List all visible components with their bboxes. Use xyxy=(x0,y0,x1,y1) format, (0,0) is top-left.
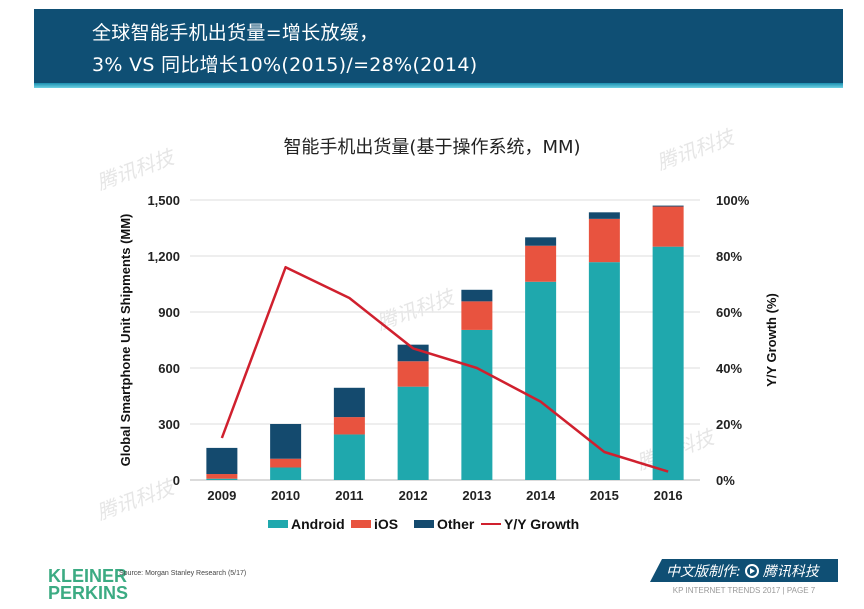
header-banner xyxy=(34,9,843,83)
bar-android-2009 xyxy=(206,478,238,480)
growth-line xyxy=(220,265,669,473)
bar-other-2013 xyxy=(461,289,493,302)
x-tick-label: 2011 xyxy=(335,488,363,503)
bar-other-2012 xyxy=(397,344,429,362)
x-tick-label: 2010 xyxy=(271,488,300,503)
watermark-text: 腾讯科技 xyxy=(654,124,739,175)
watermark-text: 腾讯科技 xyxy=(94,144,179,195)
bar-android-2015 xyxy=(588,262,620,480)
y-tick-label: 1,500 xyxy=(147,193,180,208)
footer-page-info: KP INTERNET TRENDS 2017 | PAGE 7 xyxy=(672,586,816,595)
x-tick-label: 2012 xyxy=(399,488,428,503)
y2-axis-title: Y/Y Growth (%) xyxy=(764,293,779,387)
y-tick-label: 600 xyxy=(158,361,180,376)
bar-android-2012 xyxy=(397,386,429,480)
logo-line-2: PERKINS xyxy=(48,583,129,603)
x-tick-label: 2009 xyxy=(207,488,236,503)
bar-other-2015 xyxy=(588,212,620,219)
y2-tick-label: 100% xyxy=(716,193,750,208)
x-axis: 2009 2010 2011 2012 2013 2014 2015 2016 xyxy=(207,488,682,503)
watermark-text: 腾讯科技 xyxy=(94,474,179,525)
bar-other-2010 xyxy=(270,424,302,459)
y2-tick-label: 0% xyxy=(716,473,735,488)
y2-tick-label: 20% xyxy=(716,417,742,432)
bar-ios-2015 xyxy=(588,218,620,263)
y-tick-label: 300 xyxy=(158,417,180,432)
y2-tick-label: 40% xyxy=(716,361,742,376)
y-axis-left: 0 300 600 900 1,200 1,500 xyxy=(147,193,180,488)
bar-other-2011 xyxy=(333,387,365,418)
credit-brand: 腾讯科技 xyxy=(762,563,819,580)
bar-other-2009 xyxy=(206,447,238,475)
legend-swatch-ios xyxy=(351,520,371,528)
bar-ios-2013 xyxy=(461,301,493,330)
header-stripe xyxy=(34,83,843,88)
y-tick-label: 1,200 xyxy=(147,249,180,264)
y-tick-label: 900 xyxy=(158,305,180,320)
y2-tick-label: 80% xyxy=(716,249,742,264)
bar-android-2013 xyxy=(461,329,493,480)
y-axis-title: Global Smartphone Unit Shipments (MM) xyxy=(118,214,133,467)
y-tick-label: 0 xyxy=(173,473,180,488)
bar-ios-2014 xyxy=(525,245,557,282)
chart-title: 智能手机出货量(基于操作系统，MM) xyxy=(283,137,581,158)
bars xyxy=(206,205,684,480)
headline-line-2: 3% VS 同比增长10%(2015)/=28%(2014) xyxy=(92,54,478,76)
x-tick-label: 2013 xyxy=(462,488,491,503)
legend-label: Android xyxy=(291,516,345,532)
x-tick-label: 2014 xyxy=(526,488,556,503)
credit-banner: 中文版制作: 腾讯科技 xyxy=(650,559,838,582)
headline-line-1: 全球智能手机出货量=增长放缓， xyxy=(92,22,379,44)
kleiner-perkins-logo: KLEINER PERKINS xyxy=(48,566,129,603)
tencent-logo-icon xyxy=(744,563,759,578)
bar-other-2016 xyxy=(652,205,684,207)
x-tick-label: 2016 xyxy=(654,488,683,503)
bar-other-2014 xyxy=(525,237,557,246)
growth-line-path xyxy=(220,265,669,473)
bar-android-2011 xyxy=(333,434,365,480)
bar-ios-2016 xyxy=(652,206,684,247)
legend-label: Y/Y Growth xyxy=(504,516,579,532)
logo-line-1: KLEINER xyxy=(48,566,128,586)
y-axis-right: 0% 20% 40% 60% 80% 100% xyxy=(716,193,750,488)
x-tick-label: 2015 xyxy=(590,488,619,503)
y2-tick-label: 60% xyxy=(716,305,742,320)
legend-label: iOS xyxy=(374,516,398,532)
bar-ios-2012 xyxy=(397,361,429,387)
bar-android-2014 xyxy=(525,281,557,480)
bar-android-2010 xyxy=(270,467,302,480)
bar-ios-2011 xyxy=(333,417,365,435)
legend: Android iOS Other Y/Y Growth xyxy=(268,516,579,532)
legend-swatch-android xyxy=(268,520,288,528)
gridlines xyxy=(190,199,700,481)
legend-swatch-other xyxy=(414,520,434,528)
bar-android-2016 xyxy=(652,246,684,480)
credit-prefix: 中文版制作: xyxy=(666,563,741,580)
bar-ios-2009 xyxy=(206,474,238,479)
source-note: Source: Morgan Stanley Research (5/17) xyxy=(119,570,247,577)
bar-ios-2010 xyxy=(270,458,302,468)
legend-label: Other xyxy=(437,516,475,532)
